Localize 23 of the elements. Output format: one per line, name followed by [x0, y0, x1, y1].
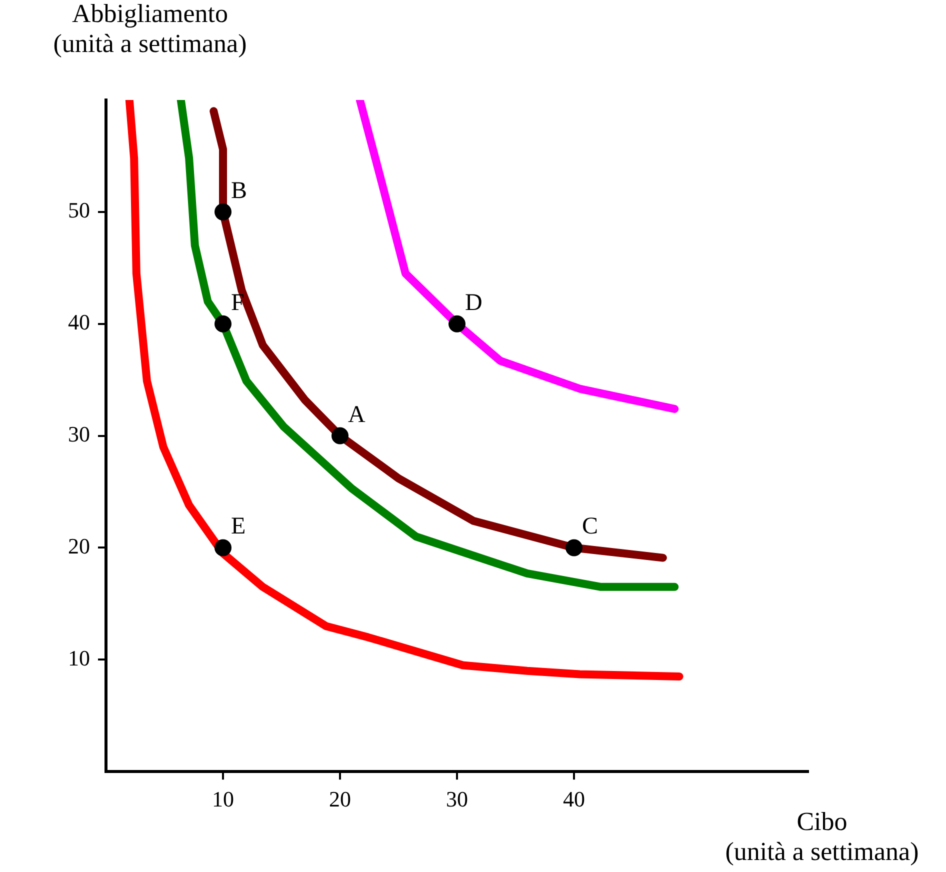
point — [566, 539, 582, 556]
y-tick-label: 10 — [68, 645, 90, 670]
point — [214, 539, 232, 556]
x-tick-label: 30 — [446, 786, 468, 812]
y-tick-label: 50 — [68, 198, 90, 223]
annotation: F — [231, 290, 244, 316]
annotation: E — [231, 514, 246, 540]
x-axis-title: Cibo (unità a settimana) — [725, 807, 919, 866]
point — [214, 203, 232, 220]
x-tick-label: 40 — [563, 786, 585, 812]
x-tick-label: 10 — [212, 786, 234, 812]
x-tick-label: 20 — [329, 786, 351, 812]
y-tick-label: 20 — [68, 534, 90, 559]
annotation: C — [582, 514, 598, 540]
annotation: D — [465, 290, 482, 316]
point — [448, 315, 466, 332]
annotation: B — [231, 178, 248, 204]
point — [214, 315, 232, 332]
y-tick-label: 30 — [68, 422, 90, 447]
point — [332, 427, 348, 444]
y-tick-label: 40 — [68, 310, 90, 335]
annotation: A — [348, 402, 366, 428]
y-axis-title: Abbigliamento (unità a settimana) — [53, 0, 247, 58]
